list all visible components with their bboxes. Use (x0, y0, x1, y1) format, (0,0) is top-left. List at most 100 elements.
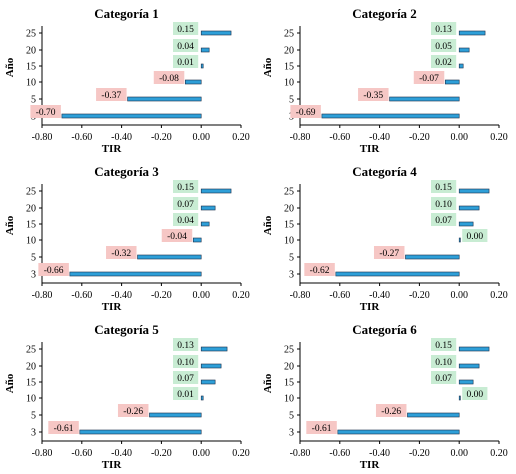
chart-panel-1: Categoría 1-0.80-0.60-0.40-0.200.000.203… (4, 6, 250, 155)
x-tick-label: -0.40 (111, 448, 132, 459)
data-label-background (431, 55, 457, 68)
y-tick-label: 5 (289, 95, 294, 106)
bar (458, 30, 486, 36)
x-tick-label: -0.40 (369, 290, 390, 301)
data-label-background (173, 39, 199, 52)
y-tick-label: 15 (26, 378, 36, 389)
data-label-background (431, 338, 457, 351)
data-label: 0.04 (177, 42, 194, 52)
x-tick-label: 0.00 (450, 132, 468, 143)
data-label-background (304, 263, 335, 276)
data-label: -0.62 (310, 266, 330, 276)
data-label: 0.15 (177, 25, 194, 35)
y-axis-label: Año (4, 215, 16, 235)
x-tick-label: -0.20 (151, 132, 172, 143)
x-tick-label: -0.20 (151, 448, 172, 459)
data-label-background (173, 338, 199, 351)
data-label-background (431, 22, 457, 35)
x-tick-label: -0.60 (329, 290, 350, 301)
bar (200, 363, 222, 369)
data-label: 0.07 (435, 216, 452, 226)
data-label-background (431, 180, 457, 193)
bar (335, 271, 460, 277)
y-tick-label: 25 (284, 345, 294, 356)
data-label: 0.05 (435, 42, 452, 52)
x-tick-label: -0.40 (111, 290, 132, 301)
data-label: -0.27 (379, 249, 399, 259)
bar (200, 30, 232, 36)
chart-title: Categoría 5 (94, 322, 159, 337)
y-tick-label: 15 (26, 62, 36, 73)
data-label-background (173, 55, 199, 68)
data-label: 0.15 (177, 183, 194, 193)
chart-panel-4: Categoría 4 -0.80 -0.60 -0.40 -0.20 0.00 0.20 3… (262, 164, 508, 313)
bar (79, 429, 202, 435)
y-tick-label: 20 (284, 204, 294, 215)
data-label: -0.26 (123, 407, 143, 417)
data-label: -0.70 (36, 108, 56, 118)
data-label: -0.07 (419, 74, 439, 84)
data-label: -0.61 (54, 424, 74, 434)
data-label-background (173, 180, 199, 193)
data-label: 0.10 (435, 200, 452, 210)
bar (127, 96, 202, 102)
bar (458, 47, 470, 53)
x-tick-label: 0.00 (192, 290, 210, 301)
bar (200, 47, 210, 53)
data-label-background (96, 88, 127, 101)
y-tick-label: 10 (284, 236, 294, 247)
y-tick-label: 10 (26, 236, 36, 247)
bar (200, 346, 228, 352)
x-tick-label: -0.20 (409, 132, 430, 143)
bar (149, 412, 202, 418)
x-tick-label: -0.20 (409, 290, 430, 301)
data-label-background (306, 421, 337, 434)
y-tick-label: 20 (26, 204, 36, 215)
bar (200, 205, 216, 211)
data-label-background (117, 404, 149, 417)
x-tick-label: -0.20 (151, 290, 172, 301)
x-axis-label: TIR (360, 143, 381, 155)
data-label: 0.15 (435, 341, 452, 351)
data-label: 0.10 (435, 358, 452, 368)
x-tick-label: -0.60 (71, 448, 92, 459)
data-label-background (431, 355, 457, 368)
data-label-background (173, 22, 199, 35)
chart-panel-5: Categoría 5 -0.80 -0.60 -0.40 -0.20 0.00 0.20 3… (4, 322, 250, 471)
data-label: 0.00 (466, 390, 483, 400)
data-label-background (290, 105, 321, 118)
bar (137, 254, 202, 260)
y-tick-label: 15 (284, 220, 294, 231)
y-axis-label: Año (262, 57, 274, 77)
y-tick-label: 5 (31, 95, 36, 106)
chart-panel-3: Categoría 3 -0.80 -0.60 -0.40 -0.20 0.00 0.20 3… (4, 164, 250, 313)
chart-panel-2: Categoría 2-0.80-0.60-0.40-0.200.000.203… (262, 6, 508, 155)
data-label: 0.00 (466, 232, 483, 242)
bar (458, 363, 480, 369)
chart-title: Categoría 2 (352, 6, 417, 21)
x-tick-label: -0.80 (290, 290, 311, 301)
bar (458, 63, 464, 69)
x-tick-label: 0.20 (232, 448, 250, 459)
x-tick-label: -0.80 (290, 132, 311, 143)
data-label-background (373, 246, 405, 259)
y-tick-label: 3 (289, 270, 294, 281)
chart-title: Categoría 3 (94, 164, 159, 179)
chart-title: Categoría 1 (94, 6, 159, 21)
y-tick-label: 5 (31, 411, 36, 422)
data-label-background (161, 229, 193, 242)
x-axis-label: TIR (102, 459, 123, 471)
y-tick-label: 15 (284, 62, 294, 73)
x-axis-label: TIR (102, 301, 123, 313)
x-tick-label: -0.80 (32, 448, 53, 459)
x-tick-label: 0.20 (232, 290, 250, 301)
data-label-background (38, 263, 69, 276)
x-tick-label: -0.20 (409, 448, 430, 459)
data-label: 0.04 (177, 216, 194, 226)
data-label-background (413, 71, 445, 84)
bar (458, 205, 480, 211)
data-label-background (48, 421, 79, 434)
x-tick-label: 0.00 (192, 448, 210, 459)
data-label-background (173, 197, 199, 210)
